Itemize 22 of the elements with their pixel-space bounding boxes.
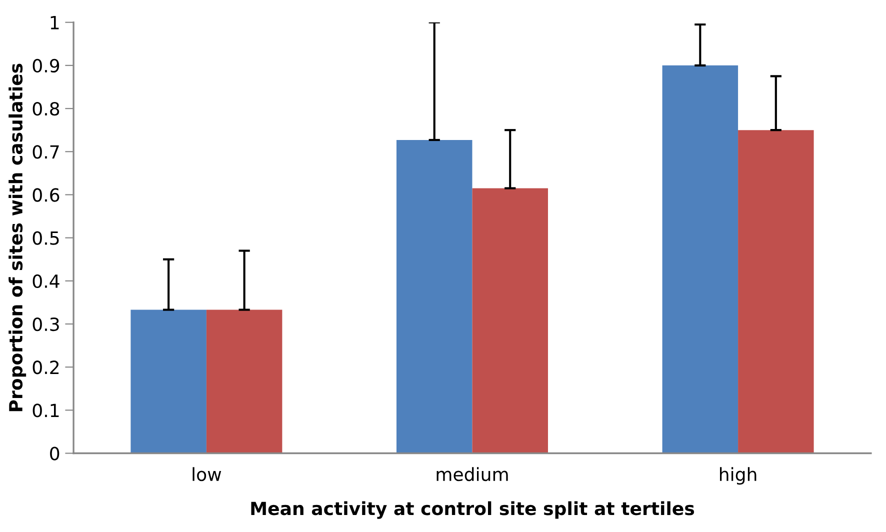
bar <box>472 188 548 454</box>
y-tick-label: 0.3 <box>32 317 59 332</box>
bar <box>206 310 282 454</box>
y-tick-label: 0.8 <box>32 102 60 116</box>
x-tick-label: high <box>720 467 756 485</box>
y-tick-label: 0 <box>50 446 60 460</box>
y-tick-label: 0.7 <box>32 145 59 159</box>
y-tick-label: 0.6 <box>32 188 60 202</box>
bar <box>130 310 206 454</box>
x-axis-title: Mean activity at control site split at tertiles <box>251 501 694 519</box>
y-tick-label: 0.2 <box>32 360 59 374</box>
bar <box>662 65 738 454</box>
bar <box>738 130 814 454</box>
y-tick-label: 0.5 <box>32 231 59 245</box>
bar <box>396 140 472 454</box>
x-tick-label: low <box>192 467 222 482</box>
x-tick-label: medium <box>436 467 508 482</box>
y-axis-title: Proportion of sites with casulaties <box>8 64 26 412</box>
y-tick-label: 1 <box>50 16 59 30</box>
y-tick-label: 0.1 <box>32 404 59 418</box>
y-tick-label: 0.4 <box>32 274 60 288</box>
y-tick-label: 0.9 <box>32 58 60 73</box>
